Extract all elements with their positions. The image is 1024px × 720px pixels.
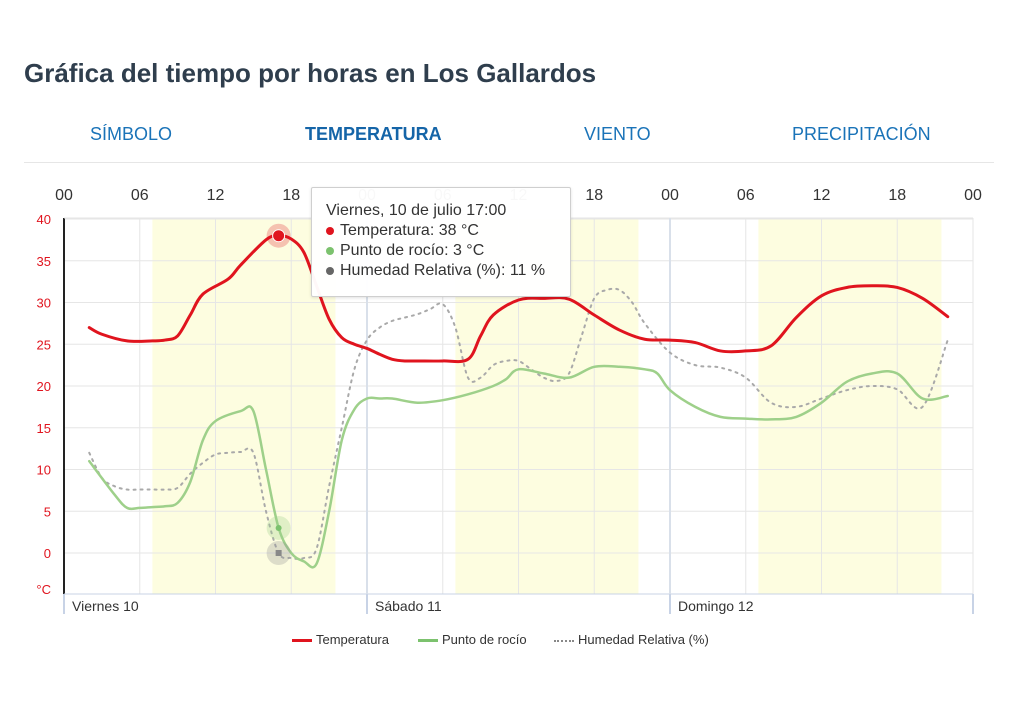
x-day-label: Sábado 11 xyxy=(375,598,442,614)
y-tick-label: 0 xyxy=(44,546,51,561)
y-tick-label: 10 xyxy=(37,463,51,478)
dewpoint-hover-point[interactable] xyxy=(275,524,282,531)
tooltip-row-temperature: Temperatura: 38 °C xyxy=(326,222,479,240)
y-tick-label: 30 xyxy=(37,296,51,311)
chart-legend: Temperatura Punto de rocío Humedad Relat… xyxy=(0,632,1024,652)
legend-item-dewpoint[interactable]: Punto de rocío xyxy=(418,632,527,647)
tooltip-row-dewpoint: Punto de rocío: 3 °C xyxy=(326,242,484,260)
series-line-dewpoint xyxy=(88,364,949,569)
tab-viento[interactable]: VIENTO xyxy=(584,124,651,144)
x-tick-label-top: 06 xyxy=(131,187,149,204)
y-tick-label: 15 xyxy=(37,421,51,436)
x-day-label: Domingo 12 xyxy=(678,598,754,614)
y-tick-label: 35 xyxy=(37,254,51,269)
legend-item-humidity[interactable]: Humedad Relativa (%) xyxy=(554,632,709,647)
tab-precipitacion[interactable]: PRECIPITACIÓN xyxy=(792,124,931,144)
x-tick-label-top: 18 xyxy=(282,187,300,204)
x-tick-label-top: 18 xyxy=(888,187,906,204)
daylight-band xyxy=(152,218,336,594)
tooltip-row-humidity: Humedad Relativa (%): 11 % xyxy=(326,262,545,280)
tooltip-header: Viernes, 10 de julio 17:00 xyxy=(326,202,507,219)
temperature-hover-point[interactable] xyxy=(272,229,286,243)
y-tick-label: 5 xyxy=(44,504,51,519)
dewpoint-line-icon xyxy=(418,639,438,643)
x-tick-label-top: 00 xyxy=(964,187,982,204)
series-line-temperature xyxy=(87,234,950,364)
series-line-humidity xyxy=(88,287,949,560)
y-axis-unit-label: °C xyxy=(36,582,51,597)
daylight-band xyxy=(758,218,942,594)
tab-temperatura[interactable]: TEMPERATURA xyxy=(305,124,442,144)
y-tick-label: 25 xyxy=(37,337,51,352)
tab-bar: SÍMBOLO TEMPERATURA VIENTO PRECIPITACIÓN xyxy=(24,118,994,163)
humidity-dotted-line-icon xyxy=(554,639,574,642)
dewpoint-dot-icon xyxy=(326,246,334,255)
x-tick-label-top: 12 xyxy=(813,187,831,204)
x-tick-label-top: 00 xyxy=(55,187,73,204)
legend-item-temperature[interactable]: Temperatura xyxy=(292,632,389,647)
chart-tooltip: Viernes, 10 de julio 17:00 Temperatura: … xyxy=(311,187,571,297)
page-title: Gráfica del tiempo por horas en Los Gall… xyxy=(24,58,597,88)
tab-simbolo[interactable]: SÍMBOLO xyxy=(90,124,173,144)
y-tick-label: 20 xyxy=(37,379,51,394)
temperature-dot-icon xyxy=(326,226,334,235)
humidity-hover-point[interactable] xyxy=(275,550,282,556)
x-tick-label-top: 12 xyxy=(207,187,225,204)
humidity-dot-icon xyxy=(326,266,334,275)
x-tick-label-top: 18 xyxy=(585,187,603,204)
temperature-line-icon xyxy=(292,639,312,643)
y-tick-label: 40 xyxy=(37,212,51,227)
x-day-label: Viernes 10 xyxy=(72,598,139,614)
x-tick-label-top: 00 xyxy=(661,187,679,204)
x-tick-label-top: 06 xyxy=(737,187,755,204)
